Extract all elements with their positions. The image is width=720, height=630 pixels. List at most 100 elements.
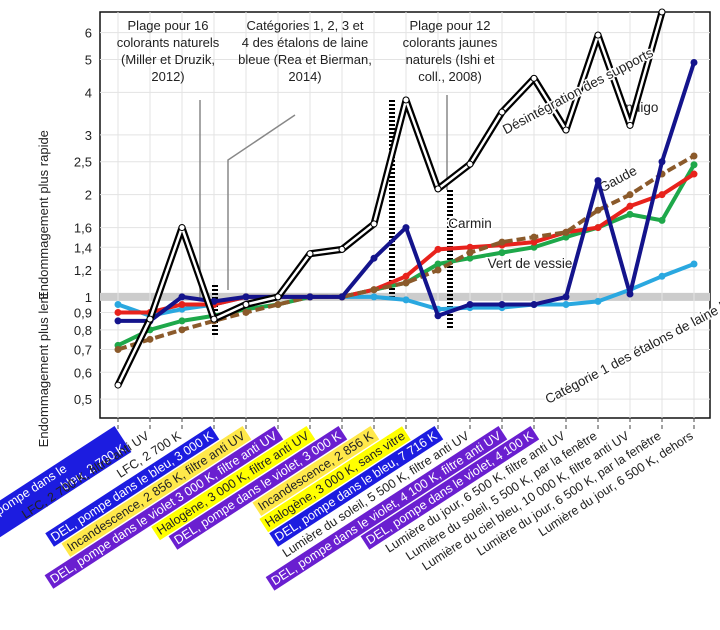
series-point xyxy=(594,206,602,214)
series-point xyxy=(658,272,666,280)
series-point xyxy=(562,293,570,301)
series-point xyxy=(626,121,634,129)
series-point xyxy=(658,158,666,166)
series-point xyxy=(626,290,634,298)
annotation: Catégories 1, 2, 3 et 4 des étalons de la… xyxy=(238,18,372,84)
series-point xyxy=(562,300,570,308)
y-label-bottom: Endommagement plus lent xyxy=(36,292,51,447)
annotation: Plage pour 12 colorants jaunes naturels (I… xyxy=(403,18,498,84)
series-point xyxy=(658,216,666,224)
series-point xyxy=(210,315,218,323)
series-label: Carmin xyxy=(448,216,492,231)
x-tick-highlight xyxy=(151,425,316,541)
series-point xyxy=(178,224,186,232)
series-point xyxy=(690,170,698,178)
series-point xyxy=(658,8,666,16)
series-point xyxy=(242,308,250,316)
series-point xyxy=(370,220,378,228)
series-point xyxy=(434,185,442,193)
annotation: Plage pour 16 colorants naturels (Miller e… xyxy=(117,18,220,84)
x-tick-highlight xyxy=(0,425,132,550)
series-point xyxy=(338,245,346,253)
x-tick-highlight xyxy=(61,425,252,557)
y-tick-label: 4 xyxy=(85,85,92,100)
series-point xyxy=(594,297,602,305)
y-tick-label: 1,6 xyxy=(74,221,92,236)
series-point xyxy=(146,315,154,323)
series-point xyxy=(434,312,442,320)
series-point xyxy=(594,224,602,232)
y-tick-label: 1,4 xyxy=(74,240,92,255)
series-point xyxy=(498,108,506,116)
y-tick-label: 2 xyxy=(85,188,92,203)
series-point xyxy=(562,126,570,134)
series-point xyxy=(626,210,634,218)
x-tick-highlight xyxy=(168,425,348,550)
series-point xyxy=(370,293,378,301)
series-point xyxy=(306,250,314,258)
series-point xyxy=(178,317,186,325)
y-tick-label: 0,8 xyxy=(74,323,92,338)
annotation-arrow xyxy=(227,114,296,290)
x-tick-highlight xyxy=(252,425,380,517)
series-point xyxy=(562,228,570,236)
series-point xyxy=(690,58,698,66)
series-point xyxy=(626,202,634,210)
series-point xyxy=(498,300,506,308)
series-point xyxy=(274,293,282,301)
series-point xyxy=(434,260,442,268)
series-point xyxy=(338,293,346,301)
y-tick-label: 0,6 xyxy=(74,365,92,380)
y-tick-label: 0,9 xyxy=(74,305,92,320)
y-tick-label: 0,7 xyxy=(74,343,92,358)
series-point xyxy=(530,74,538,82)
x-tick-highlight xyxy=(44,425,284,589)
y-tick-label: 1 xyxy=(85,290,92,305)
series-point xyxy=(402,96,410,104)
y-tick-label: 2,5 xyxy=(74,155,92,170)
series-point xyxy=(594,177,602,185)
series-point xyxy=(658,191,666,199)
series-point xyxy=(114,308,122,316)
series-point xyxy=(466,300,474,308)
x-tick-highlight xyxy=(265,425,508,591)
series-point xyxy=(402,272,410,280)
series-point xyxy=(594,31,602,39)
series-point xyxy=(146,335,154,343)
series-point xyxy=(242,293,250,301)
series-point xyxy=(498,249,506,257)
series-point xyxy=(114,300,122,308)
y-tick-label: 1,2 xyxy=(74,263,92,278)
series-point xyxy=(402,279,410,287)
series-point xyxy=(242,300,250,308)
series-point xyxy=(178,326,186,334)
y-tick-label: 5 xyxy=(85,53,92,68)
series-point xyxy=(466,160,474,168)
series-point xyxy=(178,300,186,308)
series-point xyxy=(626,191,634,199)
series-line xyxy=(116,11,664,386)
series-point xyxy=(402,296,410,304)
series-point xyxy=(114,317,122,325)
series-point xyxy=(178,293,186,301)
series-point xyxy=(114,381,122,389)
series-point xyxy=(370,254,378,262)
series-point xyxy=(402,224,410,232)
series-point xyxy=(306,293,314,301)
series-point xyxy=(434,266,442,274)
series-point xyxy=(370,286,378,294)
x-tick-highlight xyxy=(269,425,444,547)
annotations: Plage pour 16 colorants naturels (Miller e… xyxy=(117,18,498,335)
series-point xyxy=(498,238,506,246)
series-point xyxy=(274,300,282,308)
series-point xyxy=(690,152,698,160)
series-point xyxy=(530,233,538,241)
series-point xyxy=(466,249,474,257)
x-tick-highlight xyxy=(45,425,220,547)
y-tick-label: 6 xyxy=(85,26,92,41)
series-point xyxy=(690,161,698,169)
y-tick-label: 3 xyxy=(85,128,92,143)
series-point xyxy=(434,245,442,253)
y-label-top: Endommagement plus rapide xyxy=(36,130,51,300)
